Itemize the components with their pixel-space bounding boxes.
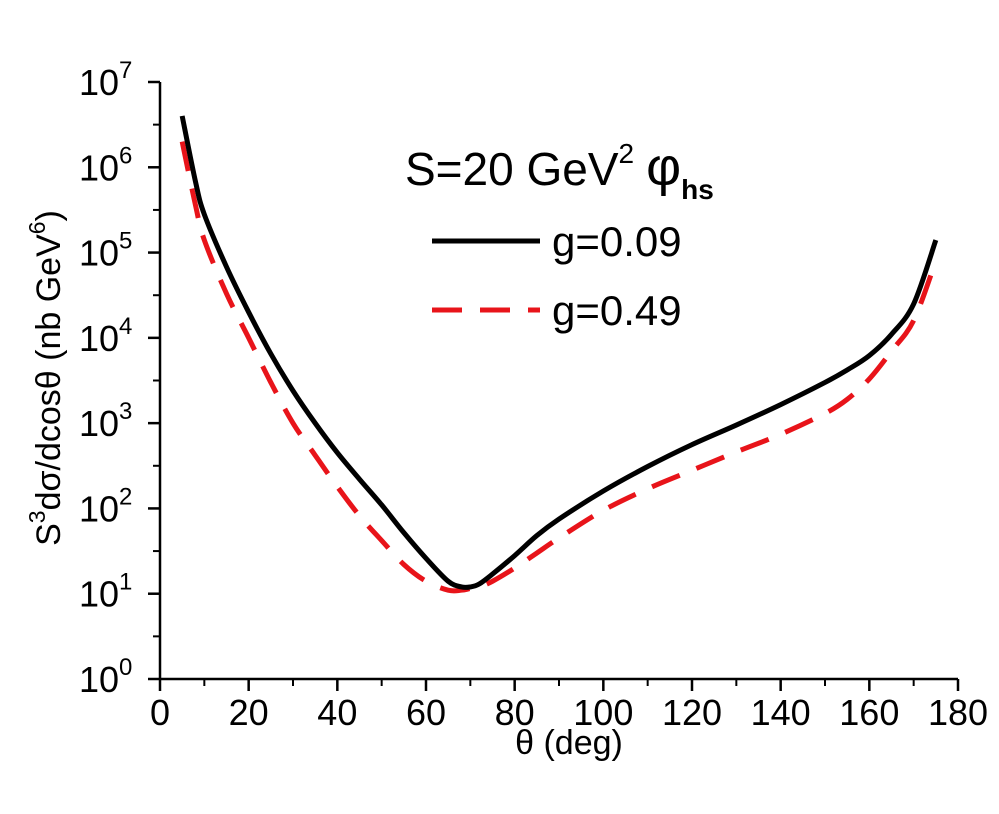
y-axis-title-close: ) [30, 210, 68, 221]
y-axis-title: S3dσ/dcosθ (nb GeV6) [24, 210, 68, 546]
legend-title-symbol-sub: hs [681, 174, 714, 205]
y-axis-title-s-sup: 3 [24, 510, 50, 523]
series-line-g009 [179, 115, 939, 591]
legend: S=20 GeV2 φhs g=0.09 g=0.49 [405, 137, 714, 334]
legend-title-sup: 2 [619, 138, 635, 169]
y-tick-label: 101 [79, 569, 132, 615]
series-line-g049 [179, 141, 939, 594]
y-axis-title-unit-sup: 6 [24, 221, 50, 234]
y-tick-label: 105 [79, 228, 132, 274]
x-tick-label: 0 [150, 692, 170, 733]
legend-label-g049: g=0.49 [552, 287, 682, 334]
x-tick-label: 160 [839, 692, 899, 733]
legend-title: S=20 GeV2 φhs [405, 137, 714, 205]
x-tick-label: 40 [317, 692, 357, 733]
legend-title-main: S=20 GeV [405, 143, 619, 195]
x-tick-label: 120 [662, 692, 722, 733]
x-tick-label: 80 [495, 692, 535, 733]
x-axis-title: θ (deg) [515, 724, 623, 762]
y-tick-label: 103 [79, 398, 132, 444]
y-axis-title-main: dσ/dcosθ (nb GeV [30, 234, 68, 510]
x-tick-label: 180 [928, 692, 988, 733]
x-tick-label: 60 [406, 692, 446, 733]
legend-title-symbol: φ [646, 137, 681, 197]
y-tick-label: 107 [79, 57, 132, 103]
tick-labels: 0 20 40 60 80 100 120 140 160 180 100 101 102 103 104 1… [79, 57, 988, 733]
y-tick-label: 106 [79, 142, 132, 188]
y-tick-label: 102 [79, 483, 132, 529]
y-tick-label: 100 [79, 654, 132, 700]
x-tick-label: 100 [573, 692, 633, 733]
y-axis-title-s: S [30, 523, 68, 546]
ticks [148, 80, 960, 691]
x-tick-label: 140 [751, 692, 811, 733]
series-layer [179, 115, 939, 594]
legend-label-g009: g=0.09 [552, 218, 682, 265]
y-tick-label: 104 [79, 313, 132, 359]
x-tick-label: 20 [229, 692, 269, 733]
